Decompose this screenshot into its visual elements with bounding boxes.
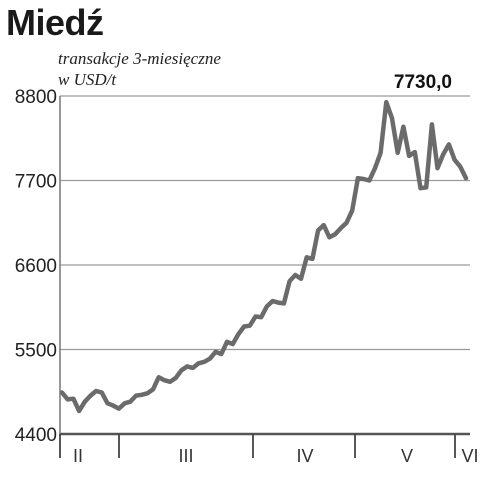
subtitle-line-2: w USD/t xyxy=(58,70,117,89)
y-tick-label: 6600 xyxy=(15,256,57,277)
chart-subtitle: transakcje 3-miesięczne w USD/t xyxy=(58,48,221,90)
y-tick-label: 4400 xyxy=(15,425,57,446)
month-label: IV xyxy=(296,446,313,466)
last-value-label: 7730,0 xyxy=(394,72,452,93)
y-tick-label: 7700 xyxy=(15,172,57,193)
month-label: III xyxy=(178,446,193,466)
month-label: V xyxy=(401,446,413,466)
chart-title: Miedź xyxy=(6,2,104,43)
y-tick-label: 8800 xyxy=(15,87,57,108)
y-tick-label: 5500 xyxy=(15,341,57,362)
month-label: II xyxy=(73,446,83,466)
subtitle-line-1: transakcje 3-miesięczne xyxy=(58,49,221,68)
month-label: VI xyxy=(461,446,478,466)
series-line xyxy=(59,99,469,414)
